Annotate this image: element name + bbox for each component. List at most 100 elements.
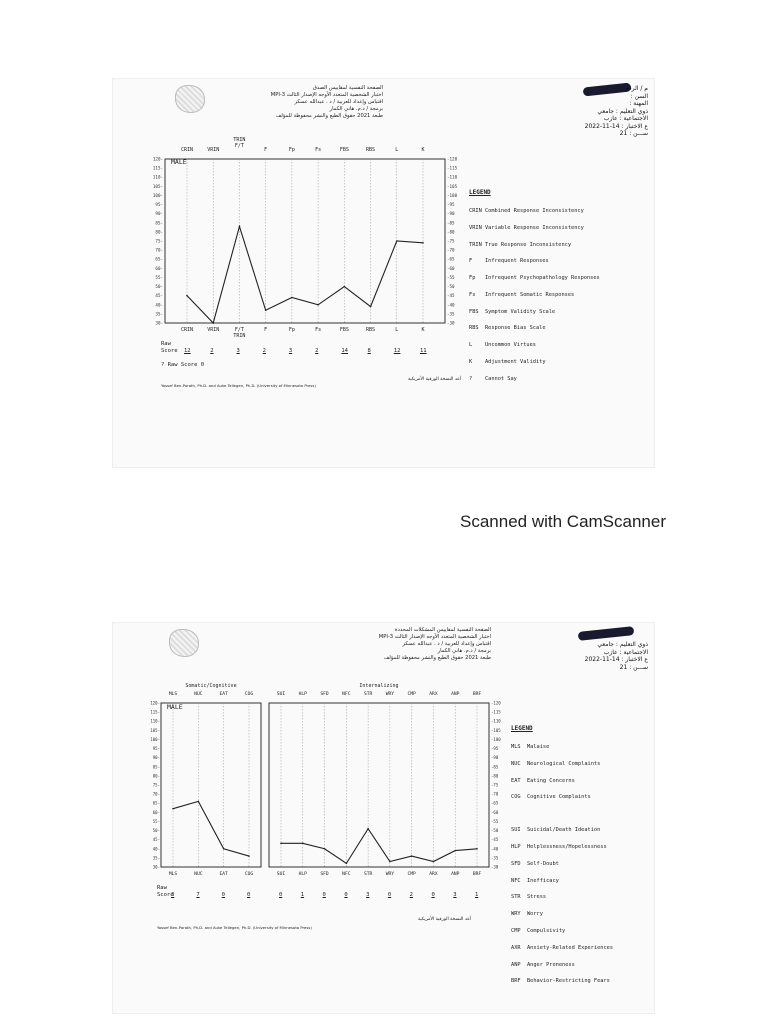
info-line: الاجتماعية : عازب [603, 115, 648, 122]
legend-line: CMP Compulsivity [511, 927, 566, 934]
legend-title: LEGEND [511, 725, 533, 733]
info-line: الاجتماعية : عازب [603, 648, 648, 656]
raw-score-value: 3 [453, 892, 457, 898]
y-tick-label: 95- [153, 746, 160, 751]
profile-point [317, 303, 319, 306]
somatic-frame [160, 702, 262, 868]
y-tick-label: 55- [153, 819, 160, 824]
y-tick-label: 30- [155, 321, 163, 326]
scale-label-bottom: NUC [194, 871, 203, 877]
y-tick-label: 90- [155, 211, 163, 216]
legend-line: TRIN True Response Inconsistency [469, 241, 572, 248]
group-title-internalizing: Internalizing [359, 683, 398, 689]
publisher-note: أعد النسخة الورقية الأمريكية [418, 917, 472, 922]
y-tick-label: 35- [153, 855, 160, 860]
raw-score-value: 0 [221, 892, 225, 898]
y-tick-label: 60- [155, 266, 163, 271]
raw-score-value: 0 [322, 892, 326, 898]
y-tick-label: -115 [447, 166, 458, 171]
legend-line: NFC Inefficacy [511, 877, 559, 884]
y-tick-label: -70 [447, 248, 455, 253]
legend-line: Fs Infrequent Somatic Responses [469, 291, 575, 298]
y-tick-label: -110 [447, 175, 458, 180]
scale-label-bottom: FBS [340, 327, 349, 333]
profile-point [301, 842, 304, 845]
y-tick-label: 115- [150, 710, 160, 715]
scale-label-bottom: ANP [451, 871, 460, 877]
y-tick-label: -90 [447, 211, 455, 216]
page2-header: الصفحة النفسية لمقاييس المشكلات المحددة … [371, 627, 491, 662]
scale-label-bottom: L [395, 327, 398, 333]
scale-label-top: F/T [235, 143, 244, 149]
scale-label-bottom: CRIN [181, 327, 193, 333]
info-line: ذوي التعليم : جامعي [597, 641, 648, 648]
raw-score-value: 3 [288, 348, 293, 354]
raw-score-value: 12 [184, 348, 191, 354]
raw-score-label: Raw Score [157, 885, 174, 898]
y-tick-label: -85 [447, 220, 455, 225]
y-tick-label: -35 [447, 311, 455, 316]
scale-label-bottom: Fs [315, 327, 321, 333]
legend-line: MLS Malaise [511, 743, 550, 750]
y-tick-label: -110 [491, 719, 501, 724]
raw-score-value: 2 [262, 348, 266, 354]
y-tick-label: 120- [150, 701, 160, 706]
raw-score-value: 3 [236, 348, 240, 354]
info-line: السن : [630, 92, 648, 100]
profile-point [197, 800, 200, 803]
y-tick-label: 70- [155, 248, 163, 253]
legend-line [511, 812, 613, 817]
legend-line: FBS Symptom Validity Scale [469, 308, 556, 315]
y-tick-label: -45 [447, 293, 455, 298]
profile-point [389, 860, 391, 863]
scale-label-top: FBS [340, 147, 349, 153]
gender-label: MALE [171, 158, 187, 166]
legend-line: CRIN Combined Response Inconsistency [469, 207, 584, 214]
y-tick-label: -120 [447, 157, 458, 162]
profile-point [248, 855, 250, 857]
y-tick-label: -55 [491, 819, 499, 824]
profile-line [172, 800, 250, 857]
legend-line: STR Stress [511, 894, 547, 901]
scale-label-top: ANP [451, 691, 460, 697]
scale-label-bottom: BRF [473, 871, 482, 877]
y-tick-label: 80- [153, 773, 160, 778]
scale-label-bottom: WRY [386, 871, 395, 877]
scale-label-bottom: MLS [169, 871, 178, 877]
y-tick-label: -30 [491, 865, 499, 870]
group-title-somatic: Somatic/Cognitive [185, 683, 236, 689]
scale-label-top: RBS [366, 147, 375, 153]
raw-score-value: 3 [171, 892, 175, 898]
y-tick-label: 50- [153, 828, 160, 833]
y-tick-label: 30- [153, 865, 160, 870]
header-line: طبعة 2021 حقوق الطبع والنشر محفوظة للمؤل… [275, 113, 383, 119]
legend-line: RBS Response Bias Scale [469, 325, 546, 332]
scale-label-bottom: Fp [289, 327, 295, 333]
scale-label-top: Fp [289, 147, 295, 153]
cannot-say-raw: ? Raw Score 0 [161, 362, 205, 368]
y-tick-label: -50 [447, 284, 455, 289]
info-line: م / الرقم : [620, 85, 648, 92]
header-line: الصفحة النفسية لمقاييس المشكلات المحددة [394, 627, 491, 633]
info-line: ذوي التعليم : جامعي [597, 107, 648, 115]
raw-score-value: 2 [315, 348, 319, 354]
raw-score-value: 0 [387, 892, 392, 898]
page1-header: الصفحة النفسية لمقاييس الصدق اختبار الشخ… [263, 85, 383, 120]
y-tick-label: -75 [491, 783, 499, 788]
y-tick-label: 75- [155, 239, 163, 244]
copyright-footer: Yossef Ben-Porath, Ph.D. and Auke Telleg… [161, 383, 316, 388]
chart-frame [164, 158, 446, 324]
profile-point [369, 305, 372, 308]
legend-line: ANP Anger Proneness [511, 961, 575, 968]
profile-point [345, 862, 348, 865]
y-tick-label: 100- [153, 193, 163, 198]
scale-label-top: Fs [315, 147, 321, 153]
y-tick-label: -95 [491, 746, 499, 751]
problems-legend: LEGEND MLS Malaise NUC Neurological Comp… [511, 715, 613, 996]
scale-label-top: BRF [473, 691, 482, 697]
profile-point [238, 225, 241, 228]
y-tick-label: -40 [447, 302, 455, 307]
scale-label-top: STR [364, 691, 373, 697]
test-date: ع الاختبار : 14-11-2022 [584, 656, 648, 663]
y-tick-label: 85- [155, 220, 163, 225]
